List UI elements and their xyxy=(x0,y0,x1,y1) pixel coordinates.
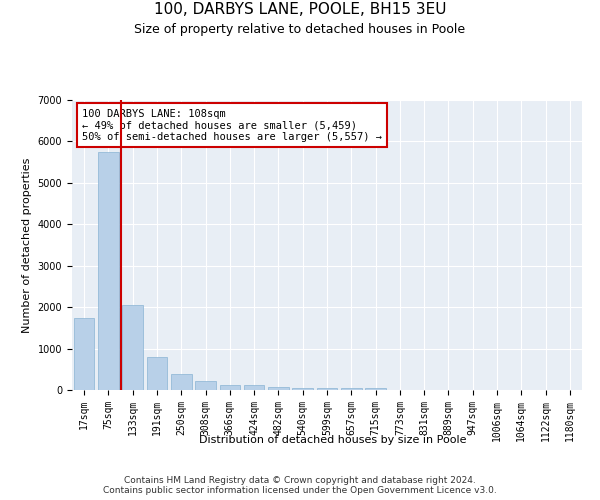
Bar xyxy=(341,388,362,390)
Bar xyxy=(146,357,167,390)
Bar xyxy=(220,385,240,390)
Text: Contains HM Land Registry data © Crown copyright and database right 2024.
Contai: Contains HM Land Registry data © Crown c… xyxy=(103,476,497,495)
Text: Distribution of detached houses by size in Poole: Distribution of detached houses by size … xyxy=(199,435,467,445)
Bar xyxy=(292,388,313,390)
Bar xyxy=(98,152,119,390)
Bar xyxy=(171,374,191,390)
Bar xyxy=(122,305,143,390)
Bar xyxy=(268,386,289,390)
Text: 100, DARBYS LANE, POOLE, BH15 3EU: 100, DARBYS LANE, POOLE, BH15 3EU xyxy=(154,2,446,18)
Bar xyxy=(74,318,94,390)
Bar xyxy=(365,388,386,390)
Bar xyxy=(195,381,216,390)
Text: 100 DARBYS LANE: 108sqm
← 49% of detached houses are smaller (5,459)
50% of semi: 100 DARBYS LANE: 108sqm ← 49% of detache… xyxy=(82,108,382,142)
Text: Size of property relative to detached houses in Poole: Size of property relative to detached ho… xyxy=(134,22,466,36)
Bar xyxy=(317,388,337,390)
Y-axis label: Number of detached properties: Number of detached properties xyxy=(22,158,32,332)
Bar xyxy=(244,386,265,390)
